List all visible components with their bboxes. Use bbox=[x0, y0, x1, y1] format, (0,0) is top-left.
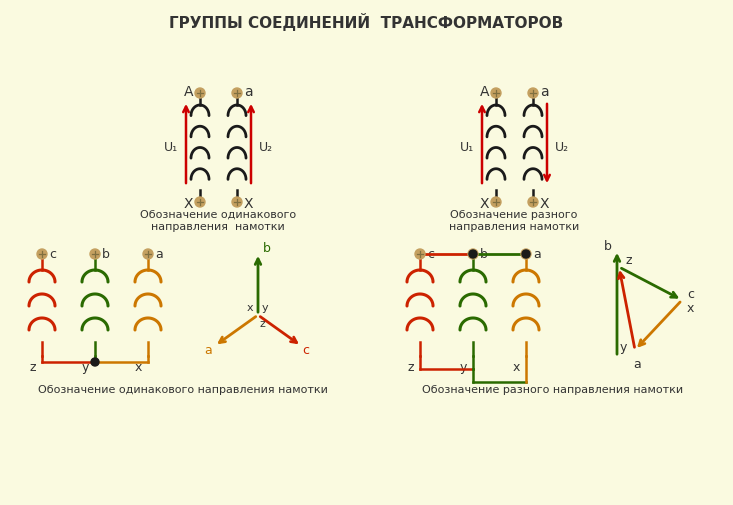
Circle shape bbox=[522, 250, 530, 258]
Circle shape bbox=[91, 358, 99, 366]
Text: U₁: U₁ bbox=[164, 141, 178, 154]
Text: y: y bbox=[460, 361, 467, 374]
Text: y: y bbox=[619, 341, 627, 355]
Text: ГРУППЫ СОЕДИНЕНИЙ  ТРАНСФОРМАТОРОВ: ГРУППЫ СОЕДИНЕНИЙ ТРАНСФОРМАТОРОВ bbox=[169, 13, 563, 31]
Circle shape bbox=[469, 250, 477, 258]
Text: b: b bbox=[263, 242, 271, 256]
Text: Обозначение одинакового направления намотки: Обозначение одинакового направления намо… bbox=[38, 385, 328, 395]
Text: z: z bbox=[625, 255, 632, 268]
Text: z: z bbox=[260, 319, 266, 329]
Text: b: b bbox=[102, 247, 110, 261]
Circle shape bbox=[195, 197, 205, 207]
Circle shape bbox=[415, 249, 425, 259]
Circle shape bbox=[195, 88, 205, 98]
Text: U₂: U₂ bbox=[555, 141, 569, 154]
Text: X: X bbox=[540, 197, 550, 211]
Text: b: b bbox=[480, 247, 488, 261]
Circle shape bbox=[232, 197, 242, 207]
Text: z: z bbox=[408, 361, 414, 374]
Text: a: a bbox=[633, 358, 641, 371]
Text: X: X bbox=[244, 197, 254, 211]
Circle shape bbox=[528, 88, 538, 98]
Circle shape bbox=[491, 197, 501, 207]
Circle shape bbox=[528, 197, 538, 207]
Text: c: c bbox=[427, 247, 434, 261]
Circle shape bbox=[468, 249, 478, 259]
Text: y: y bbox=[262, 303, 268, 313]
Text: a: a bbox=[244, 85, 253, 99]
Text: X: X bbox=[479, 197, 489, 211]
Text: x: x bbox=[512, 361, 520, 374]
Text: c: c bbox=[687, 288, 694, 301]
Text: a: a bbox=[540, 85, 548, 99]
Text: a: a bbox=[155, 247, 163, 261]
Text: z: z bbox=[29, 361, 36, 374]
Text: c: c bbox=[302, 344, 309, 358]
Circle shape bbox=[37, 249, 47, 259]
Text: U₂: U₂ bbox=[259, 141, 273, 154]
Text: U₁: U₁ bbox=[460, 141, 474, 154]
Text: x: x bbox=[135, 361, 142, 374]
Text: x: x bbox=[246, 303, 253, 313]
Text: Обозначение одинакового
направления  намотки: Обозначение одинакового направления намо… bbox=[140, 210, 296, 232]
Text: Обозначение разного направления намотки: Обозначение разного направления намотки bbox=[422, 385, 684, 395]
Circle shape bbox=[90, 249, 100, 259]
Text: b: b bbox=[604, 240, 612, 254]
Text: A: A bbox=[479, 85, 489, 99]
Circle shape bbox=[143, 249, 153, 259]
Circle shape bbox=[521, 249, 531, 259]
Text: X: X bbox=[183, 197, 193, 211]
Text: c: c bbox=[49, 247, 56, 261]
Circle shape bbox=[232, 88, 242, 98]
Text: A: A bbox=[183, 85, 193, 99]
Text: a: a bbox=[205, 344, 213, 358]
Text: a: a bbox=[533, 247, 541, 261]
Text: Обозначение разного
направления намотки: Обозначение разного направления намотки bbox=[449, 210, 579, 232]
Text: x: x bbox=[687, 301, 694, 315]
Text: y: y bbox=[81, 361, 89, 374]
Circle shape bbox=[491, 88, 501, 98]
